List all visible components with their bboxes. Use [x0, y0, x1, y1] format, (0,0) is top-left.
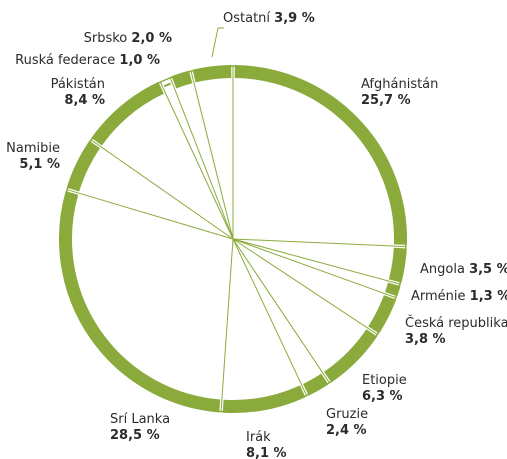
pie-slice-arc: [388, 247, 407, 283]
slice-value-label: 2,0 %: [131, 31, 172, 46]
slice-value-label: 8,1 %: [246, 446, 287, 459]
slice-value-label: 3,5 %: [469, 262, 507, 277]
slice-label: Ruská federace 1,0 %: [15, 53, 160, 68]
pie-slice-arc: [368, 294, 397, 334]
pie-slice-arc: [91, 81, 164, 146]
slice-label: Namibie: [6, 141, 60, 156]
pie-slice-arc: [59, 191, 221, 413]
ostatni-leader-line: [211, 27, 224, 58]
slice-value-label: 28,5 %: [110, 428, 160, 443]
pie-slice-arc: [302, 373, 329, 396]
pie-slice-divider: [232, 238, 401, 285]
slice-value-label: 3,9 %: [274, 11, 315, 26]
pie-slice-divider: [169, 77, 234, 240]
pie-slice-arc: [192, 65, 232, 83]
pie-slice-arc: [171, 70, 193, 89]
slice-label: Srí Lanka: [110, 412, 170, 427]
pie-slice-divider: [232, 238, 396, 299]
slice-label: Angola 3,5 %: [420, 262, 507, 277]
slice-value-label: 1,0 %: [119, 53, 160, 68]
slice-value-label: 1,3 %: [470, 289, 507, 304]
pie-slice-arc: [323, 329, 378, 383]
slice-label: Česká republika: [405, 315, 507, 331]
slice-label: Irák: [246, 430, 271, 445]
pie-slice-arc: [222, 385, 306, 413]
slice-label: Etiopie: [362, 373, 407, 388]
slice-label: Gruzie: [326, 407, 368, 422]
pie-slice-arc: [163, 82, 172, 88]
slice-label: Arménie 1,3 %: [411, 289, 507, 304]
pie-slice-divider: [232, 238, 406, 248]
slice-label: Afghánistán: [361, 77, 438, 92]
pie-slice-divider: [220, 238, 234, 412]
pie-slice-divider: [67, 189, 234, 240]
slice-label: Pákistán: [51, 77, 105, 92]
pie-slice-divider: [232, 238, 308, 396]
pie-slice-arc: [66, 140, 101, 192]
pie-slice-arc: [385, 282, 401, 297]
pie-slice-divider: [159, 81, 234, 240]
slice-value-label: 8,4 %: [64, 93, 105, 108]
slice-value-label: 3,8 %: [405, 332, 446, 347]
slice-value-label: 5,1 %: [19, 157, 60, 172]
slice-value-label: 2,4 %: [326, 423, 367, 438]
pie-slice-arc: [234, 65, 407, 245]
pie-slice-divider: [190, 71, 234, 240]
slice-value-label: 25,7 %: [361, 93, 411, 108]
pie-slice-divider: [90, 139, 234, 240]
slice-value-label: 6,3 %: [362, 389, 403, 404]
pie-slice-divider: [232, 238, 378, 335]
slice-label: Srbsko 2,0 %: [84, 31, 172, 46]
slice-label: Ostatní 3,9 %: [223, 11, 315, 26]
pie-slice-divider: [232, 238, 330, 383]
